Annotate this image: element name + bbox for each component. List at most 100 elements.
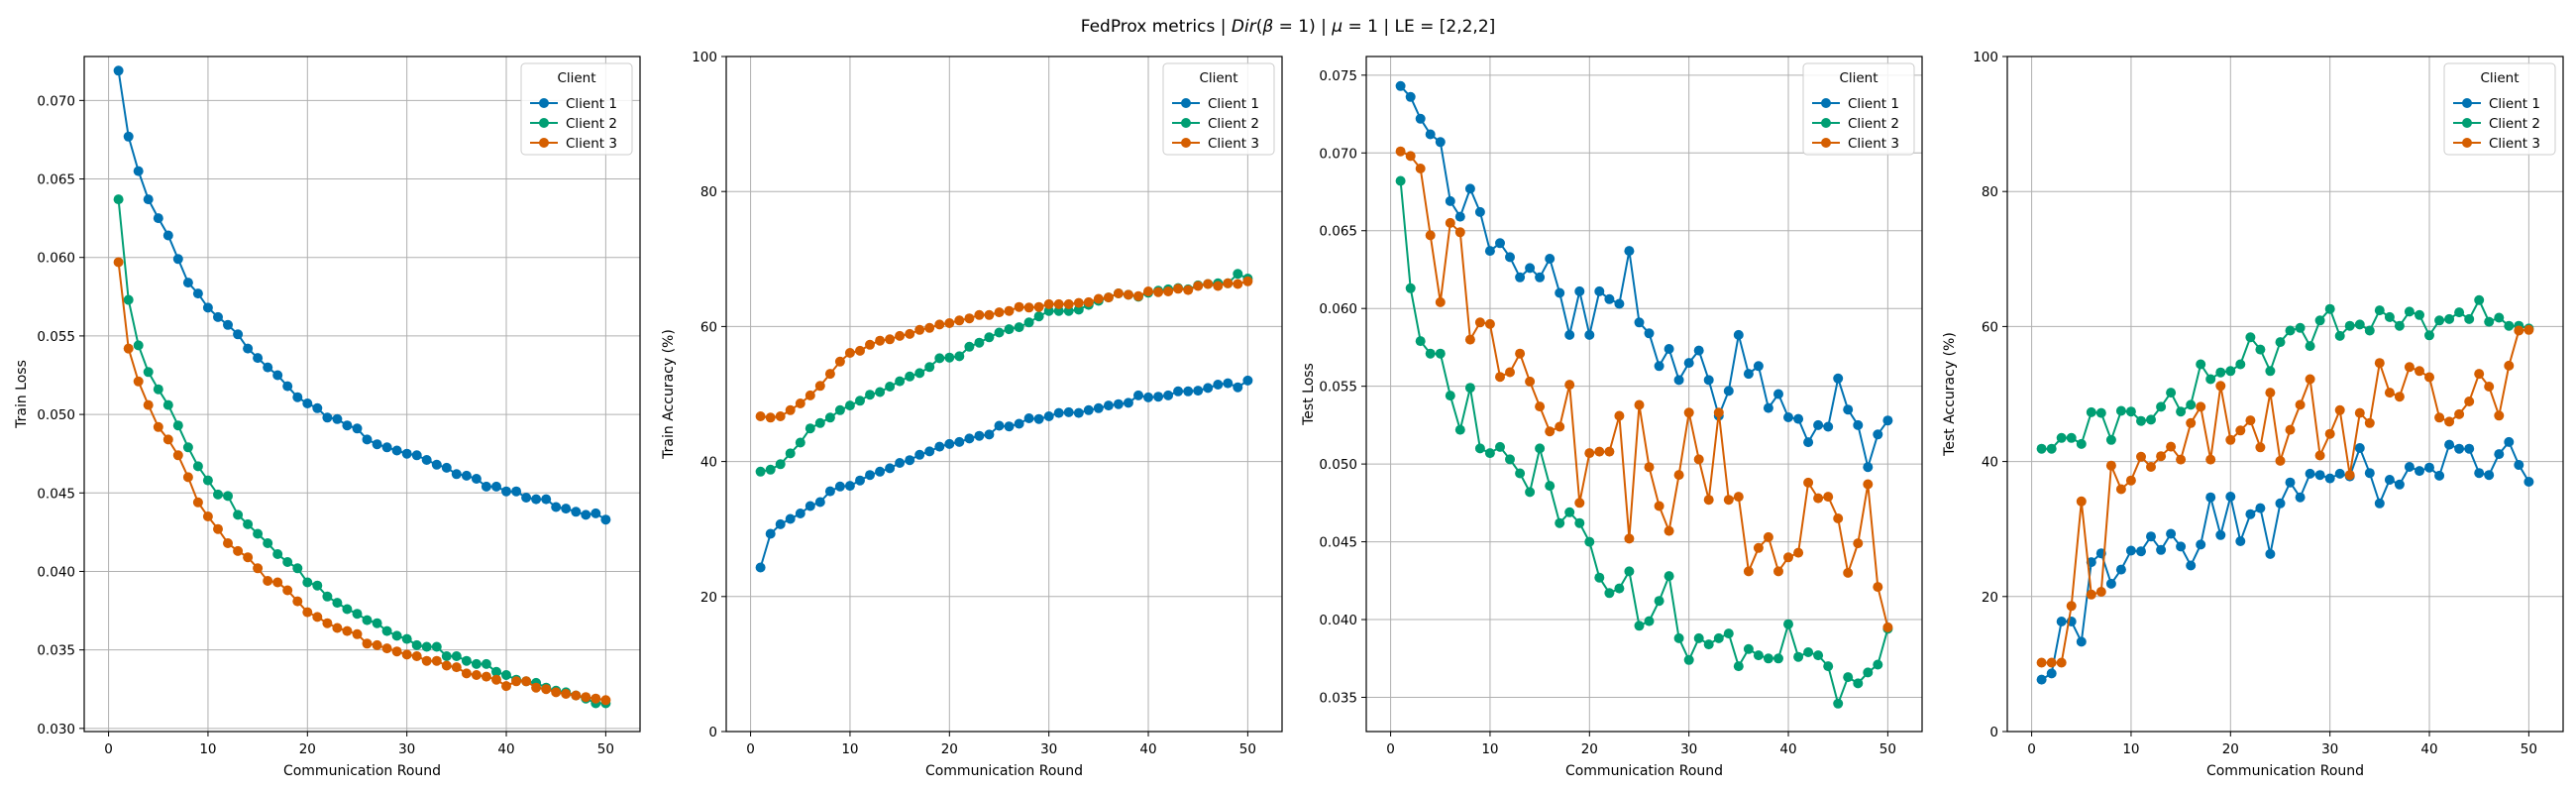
data-point <box>994 420 1005 431</box>
data-point <box>1853 538 1864 549</box>
data-point <box>571 690 582 701</box>
data-point <box>1863 667 1874 678</box>
data-point <box>1624 533 1635 544</box>
data-point <box>1515 272 1526 283</box>
data-point <box>113 257 124 268</box>
data-point <box>1773 389 1783 399</box>
series-line <box>759 380 1248 568</box>
data-point <box>1173 386 1184 396</box>
data-point <box>1425 129 1436 140</box>
title-part: = 1 | LE = [2,2,2] <box>1342 17 1495 37</box>
data-point <box>1004 324 1015 335</box>
data-point <box>1664 525 1674 536</box>
data-point <box>1723 628 1734 639</box>
data-point <box>282 557 293 567</box>
data-point <box>1445 391 1455 401</box>
data-point <box>2275 455 2286 466</box>
data-point <box>2454 408 2465 419</box>
data-point <box>1484 448 1495 459</box>
data-point <box>1083 296 1094 307</box>
data-point <box>2424 330 2434 341</box>
axes-frame <box>83 56 641 733</box>
data-point <box>1495 238 1505 249</box>
data-point <box>2046 668 2057 679</box>
data-point <box>1753 542 1764 553</box>
data-point <box>2146 414 2156 425</box>
data-point <box>1743 566 1754 577</box>
data-point <box>481 671 491 682</box>
y-tick-label: 0 <box>708 725 717 740</box>
data-point <box>1683 654 1694 665</box>
data-point <box>865 339 875 350</box>
data-point <box>2255 344 2266 355</box>
data-point <box>974 337 985 348</box>
data-point <box>855 396 865 406</box>
data-point <box>292 563 303 574</box>
axes-frame <box>2006 56 2564 733</box>
y-tick-label: 80 <box>1982 184 1998 200</box>
data-point <box>2235 536 2246 546</box>
data-point <box>1183 284 1194 295</box>
x-tick-label: 10 <box>841 741 858 757</box>
data-point <box>531 494 542 505</box>
data-point <box>885 334 896 345</box>
data-point <box>805 423 815 434</box>
data-point <box>2245 415 2256 426</box>
data-point <box>1813 650 1824 661</box>
x-tick-label: 40 <box>1779 741 1796 757</box>
data-point <box>2354 319 2365 330</box>
data-point <box>1213 380 1224 390</box>
data-point <box>2334 468 2345 479</box>
data-point <box>352 628 363 639</box>
axes-frame <box>1365 56 1923 733</box>
data-point <box>1454 211 1465 222</box>
data-point <box>814 381 825 392</box>
data-point <box>2404 306 2415 317</box>
data-point <box>153 421 163 432</box>
data-point <box>162 399 173 410</box>
data-point <box>263 538 273 548</box>
title-part: β <box>1261 17 1273 37</box>
legend-box <box>2443 62 2556 156</box>
x-tick-label: 20 <box>1581 741 1598 757</box>
data-point <box>1495 441 1505 452</box>
series-line <box>117 262 606 702</box>
data-point <box>844 481 855 492</box>
legend-label: Client 2 <box>1208 116 1259 132</box>
data-point <box>312 402 323 413</box>
data-point <box>2275 498 2286 509</box>
data-point <box>875 466 886 477</box>
data-point <box>153 384 163 395</box>
data-point <box>1614 583 1625 594</box>
data-point <box>1213 281 1224 291</box>
data-point <box>312 612 323 623</box>
data-point <box>2444 313 2455 324</box>
data-point <box>1773 653 1783 664</box>
data-point <box>944 438 955 449</box>
legend-marker <box>539 138 549 148</box>
legend-label: Client 3 <box>2489 136 2540 152</box>
data-point <box>954 351 965 362</box>
data-point <box>1153 286 1164 297</box>
data-point <box>1604 588 1615 599</box>
data-point <box>865 470 875 481</box>
data-point <box>192 461 203 472</box>
legend-label: Client 3 <box>1208 136 1259 152</box>
data-point <box>322 591 333 602</box>
data-point <box>1743 369 1754 380</box>
data-point <box>1113 398 1124 409</box>
data-point <box>2444 416 2455 427</box>
y-axis-label: Train Accuracy (%) <box>661 329 677 460</box>
data-point <box>1113 288 1124 298</box>
data-point <box>143 399 154 410</box>
data-point <box>2036 674 2047 685</box>
data-point <box>2265 548 2276 559</box>
data-point <box>1763 531 1773 542</box>
data-point <box>302 607 313 618</box>
data-point <box>1853 419 1864 430</box>
data-point <box>1053 407 1064 418</box>
data-point <box>755 411 766 421</box>
data-point <box>1223 378 1234 389</box>
data-point <box>2464 396 2475 406</box>
